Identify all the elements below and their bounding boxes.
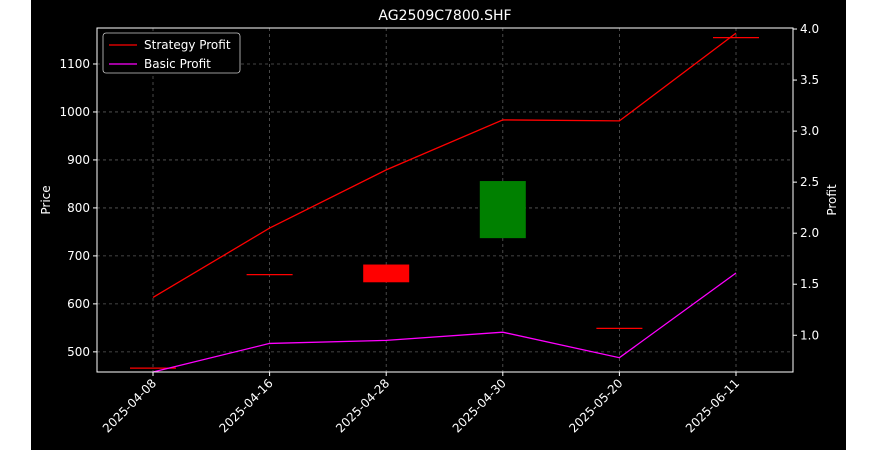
left-y-axis: 500 600 700 800 900 1000 1100: [59, 57, 97, 359]
figure-background: [31, 0, 846, 450]
y-tick-label-left: 500: [67, 345, 90, 359]
y-tick-label-left: 1100: [59, 57, 90, 71]
y-tick-label-right: 1.5: [800, 277, 819, 291]
y-tick-label-left: 1000: [59, 105, 90, 119]
profit-series: [152, 32, 737, 373]
legend: Strategy Profit Basic Profit: [102, 32, 241, 74]
candle-body: [479, 181, 526, 239]
series-line-basic-profit: [152, 272, 737, 373]
y-tick-label-left: 900: [67, 153, 90, 167]
y-tick-label-right: 2.5: [800, 175, 819, 189]
y-tick-label-right: 1.0: [800, 328, 819, 342]
legend-label: Basic Profit: [144, 57, 211, 71]
y-tick-label-right: 4.0: [800, 22, 819, 36]
chart-title: AG2509C7800.SHF: [378, 8, 511, 24]
y-tick-label-right: 3.5: [800, 73, 819, 87]
y-tick-label-left: 600: [67, 297, 90, 311]
legend-box: [102, 32, 241, 74]
candle-body: [363, 264, 410, 283]
grid-lines: [97, 28, 793, 372]
legend-label: Strategy Profit: [144, 38, 231, 52]
plot-frame: [96, 27, 794, 373]
y-axis-label-right: Profit: [825, 184, 839, 216]
series-line-strategy-profit: [152, 32, 737, 299]
y-axis-label-left: Price: [39, 185, 53, 214]
candles: [130, 36, 759, 369]
right-y-axis: 1.0 1.5 2.0 2.5 3.0 3.5 4.0: [793, 22, 819, 342]
y-tick-label-left: 800: [67, 201, 90, 215]
y-tick-label-left: 700: [67, 249, 90, 263]
y-tick-label-right: 3.0: [800, 124, 819, 138]
y-tick-label-right: 2.0: [800, 226, 819, 240]
